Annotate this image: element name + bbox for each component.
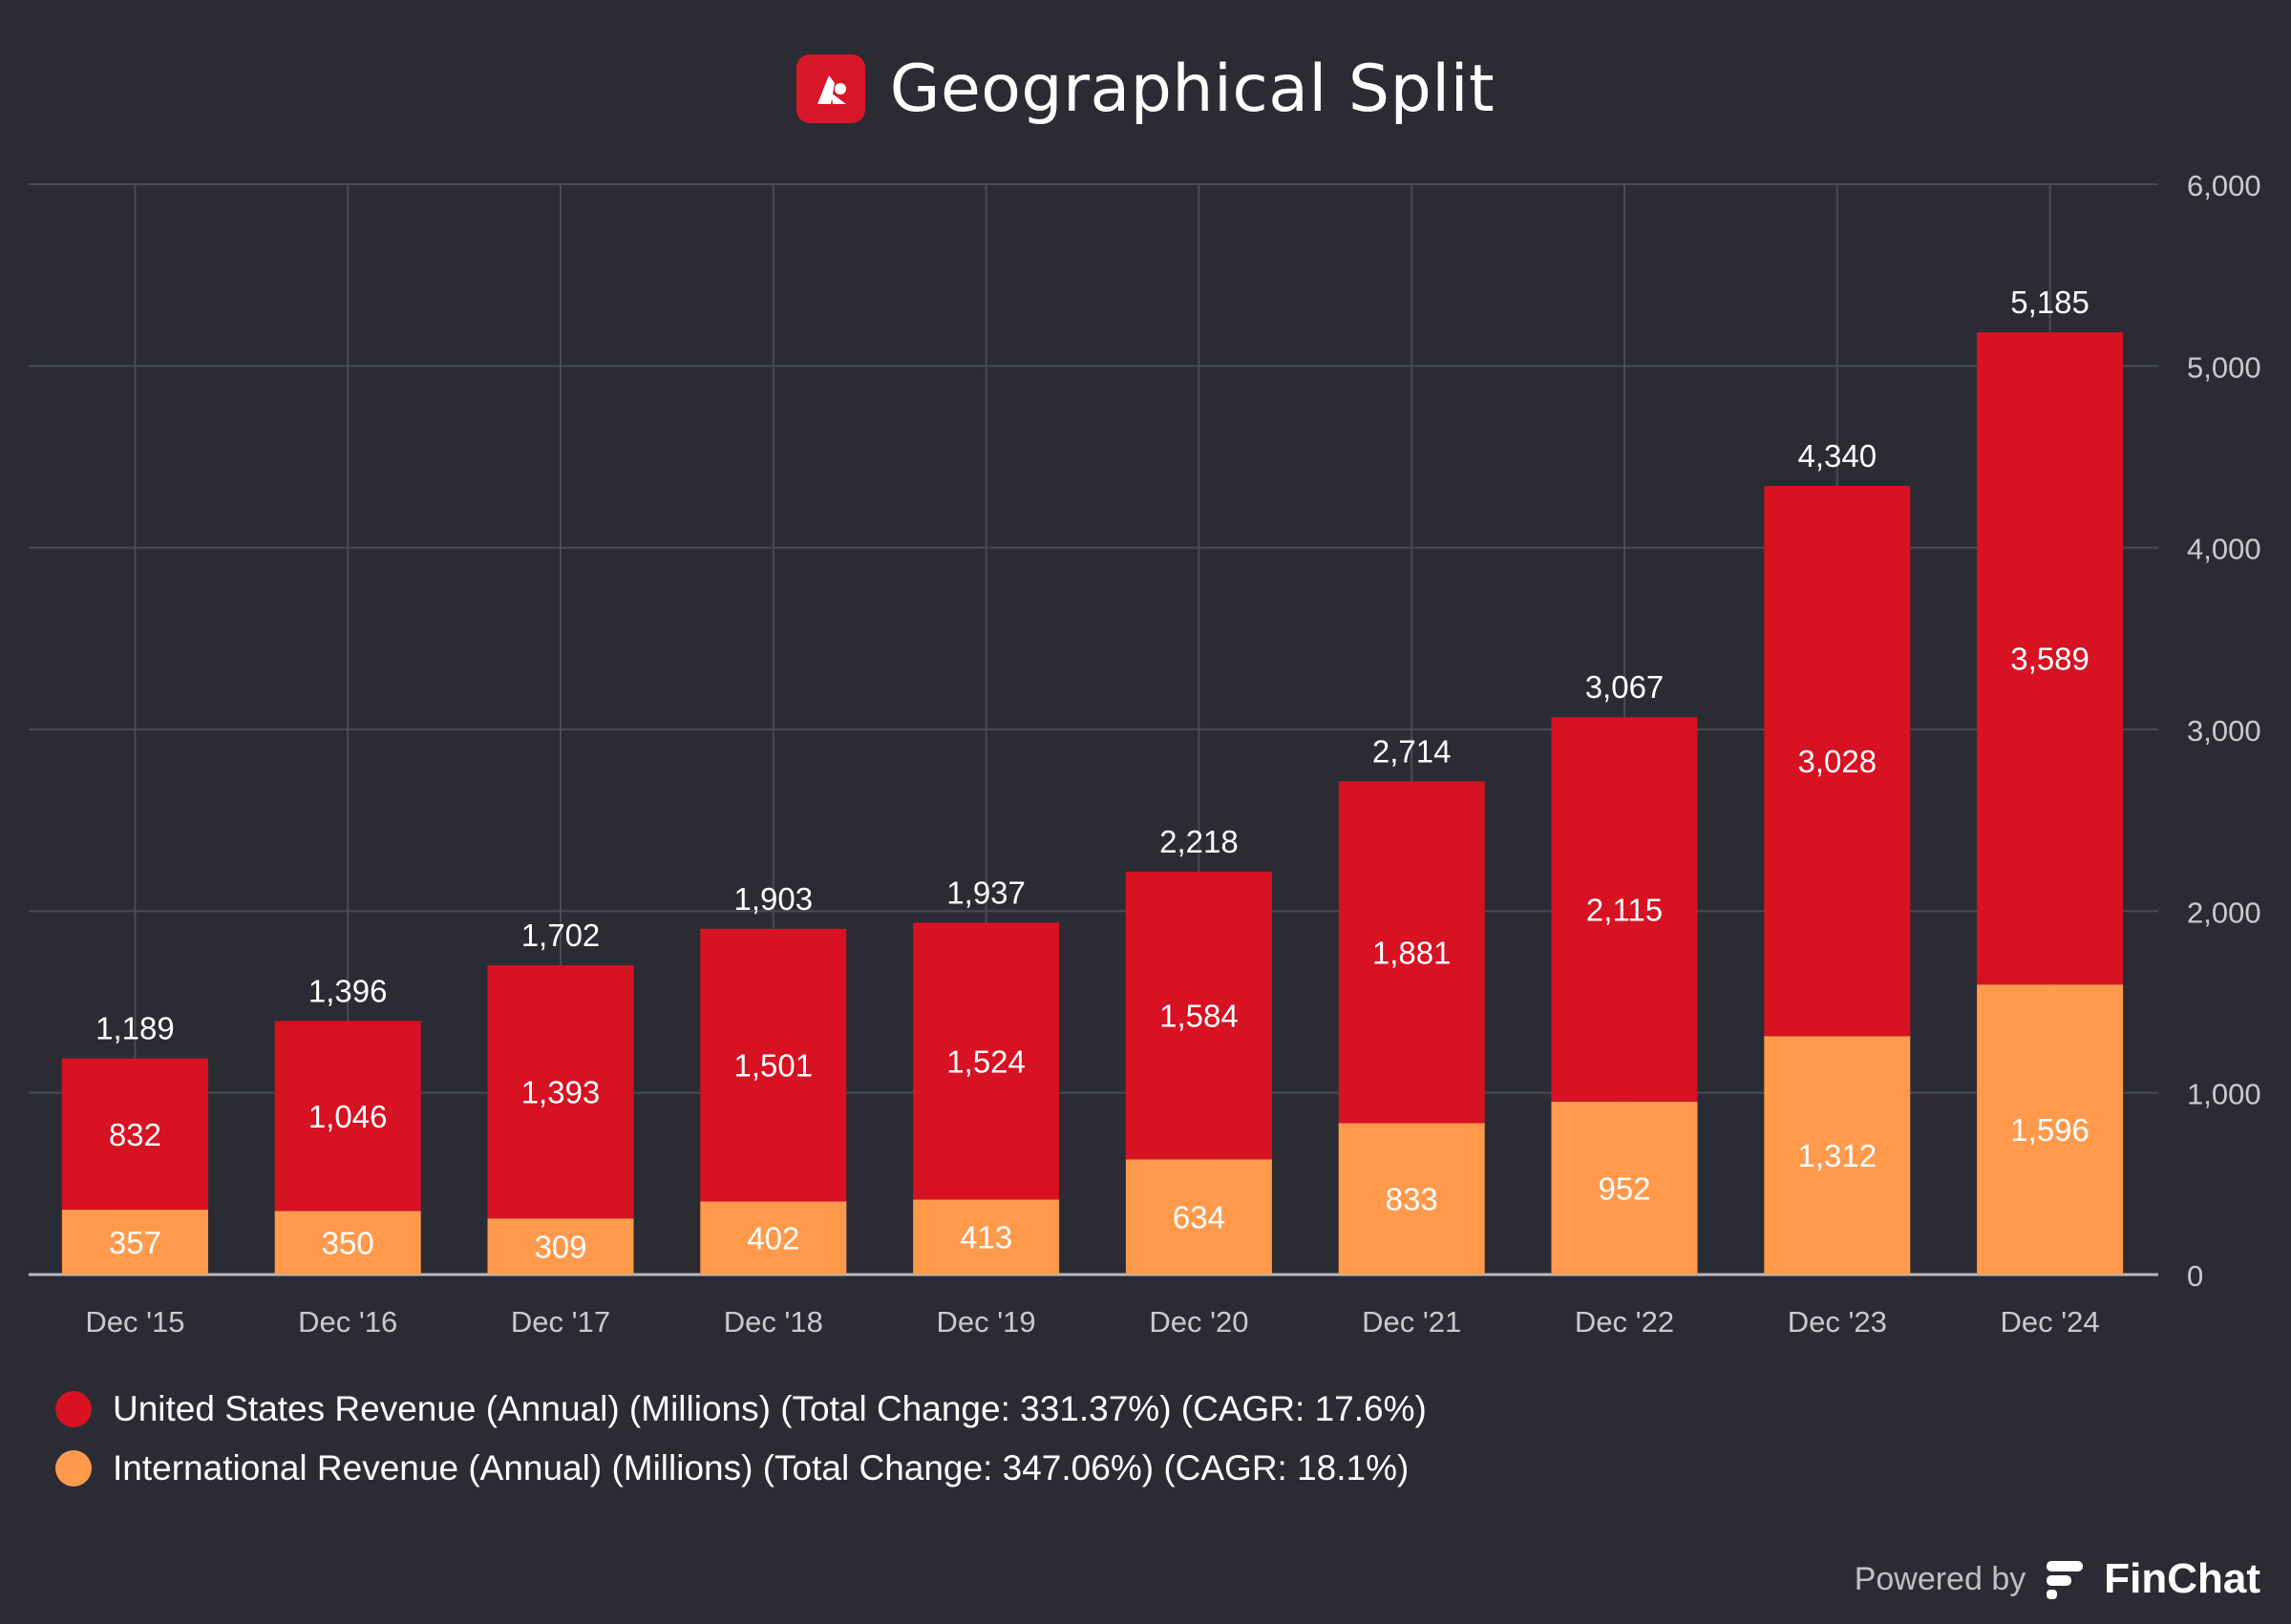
bar-us [1977, 332, 2124, 985]
legend-label-international: International Revenue (Annual) (Millions… [113, 1448, 1410, 1487]
bar-us [61, 1058, 208, 1211]
bar-international [1551, 1101, 1698, 1275]
x-tick-label: Dec '18 [724, 1305, 823, 1339]
bar-us [274, 1021, 421, 1212]
total-label: 2,218 [1159, 824, 1239, 859]
y-tick-label: 3,000 [2187, 714, 2261, 748]
red-app-logo-glyph [817, 75, 846, 104]
stacked-bar-chart: 357 832 1,189 350 1,046 1,396 309 1,393 1,702 402… [29, 169, 2261, 1339]
data-label-international: 357 [109, 1225, 161, 1260]
data-label-us: 2,115 [1586, 893, 1663, 928]
powered-by-text: Powered by [1854, 1560, 2026, 1597]
total-label: 1,702 [521, 917, 601, 953]
bar-international [700, 1201, 847, 1275]
labels-layer: 357 832 1,189 350 1,046 1,396 309 1,393 1,702 402… [95, 285, 2089, 1264]
bar-us [700, 928, 847, 1202]
bar-us [913, 922, 1060, 1200]
chart-legend: United States Revenue (Annual) (Millions… [55, 1389, 1427, 1488]
data-label-international: 634 [1173, 1200, 1225, 1235]
bars-layer [61, 332, 2124, 1275]
data-label-us: 1,046 [308, 1099, 388, 1134]
bar-international [1764, 1036, 1911, 1275]
bar-us [1551, 717, 1698, 1102]
bar-international [487, 1218, 634, 1275]
x-tick-label: Dec '22 [1575, 1305, 1674, 1339]
y-tick-label: 2,000 [2187, 896, 2261, 929]
total-label: 1,937 [946, 875, 1026, 910]
x-tick-label: Dec '24 [2001, 1305, 2100, 1339]
bar-international [274, 1211, 421, 1275]
x-tick-label: Dec '19 [937, 1305, 1036, 1339]
data-label-us: 1,881 [1372, 935, 1452, 970]
legend-dot-international [55, 1450, 92, 1487]
bar-us [1125, 871, 1272, 1160]
x-tick-label: Dec '16 [298, 1305, 397, 1339]
powered-by[interactable]: Powered by FinChat [1855, 1555, 2260, 1603]
total-label: 1,396 [308, 973, 388, 1008]
y-tick-label: 0 [2187, 1259, 2203, 1293]
data-label-us: 832 [109, 1117, 161, 1152]
bar-us [1764, 485, 1911, 1037]
y-tick-label: 6,000 [2187, 169, 2261, 202]
data-label-international: 833 [1386, 1182, 1438, 1217]
x-tick-label: Dec '20 [1149, 1305, 1248, 1339]
data-label-us: 3,589 [2010, 642, 2089, 677]
data-label-international: 350 [322, 1226, 374, 1261]
total-label: 4,340 [1798, 438, 1877, 474]
data-label-international: 309 [534, 1230, 586, 1265]
bar-international [1977, 984, 2124, 1275]
data-label-international: 402 [747, 1221, 799, 1256]
data-label-us: 1,584 [1159, 999, 1239, 1034]
y-tick-label: 4,000 [2187, 533, 2261, 566]
bar-international [1125, 1159, 1272, 1275]
data-label-us: 1,501 [734, 1048, 814, 1084]
data-label-international: 952 [1598, 1171, 1650, 1206]
total-label: 1,903 [734, 881, 814, 917]
x-tick-label: Dec '21 [1362, 1305, 1461, 1339]
legend-item-international[interactable]: International Revenue (Annual) (Millions… [55, 1448, 1427, 1488]
data-label-international: 1,312 [1798, 1138, 1877, 1173]
x-tick-label: Dec '17 [511, 1305, 610, 1339]
total-label: 3,067 [1585, 669, 1665, 705]
bar-international [913, 1199, 1060, 1275]
data-label-international: 1,596 [2010, 1112, 2089, 1148]
data-label-us: 1,393 [521, 1075, 601, 1110]
red-app-logo-icon [795, 54, 865, 123]
data-label-international: 413 [960, 1220, 1012, 1255]
data-label-us: 1,524 [946, 1044, 1026, 1079]
finchat-logo-icon [2043, 1557, 2087, 1601]
y-tick-label: 5,000 [2187, 350, 2261, 384]
legend-dot-us [55, 1391, 92, 1427]
bar-international [61, 1210, 208, 1275]
chart-header: Geographical Split [0, 46, 2291, 132]
chart-title: Geographical Split [889, 51, 1496, 127]
bar-us [487, 965, 634, 1219]
x-tick-label: Dec '23 [1788, 1305, 1887, 1339]
y-tick-label: 1,000 [2187, 1078, 2261, 1111]
bar-us [1338, 781, 1485, 1124]
total-label: 5,185 [2010, 285, 2089, 320]
total-label: 2,714 [1372, 733, 1452, 769]
legend-label-us: United States Revenue (Annual) (Millions… [113, 1389, 1427, 1428]
total-label: 1,189 [95, 1011, 175, 1046]
x-tick-label: Dec '15 [85, 1305, 184, 1339]
data-label-us: 3,028 [1798, 744, 1877, 779]
finchat-brand: FinChat [2104, 1555, 2260, 1602]
bar-international [1338, 1123, 1485, 1275]
legend-item-us[interactable]: United States Revenue (Annual) (Millions… [55, 1389, 1427, 1429]
axis-layer: 0 1,000 2,000 3,000 4,000 5,000 6,000 Dec '15 De… [85, 169, 2260, 1339]
